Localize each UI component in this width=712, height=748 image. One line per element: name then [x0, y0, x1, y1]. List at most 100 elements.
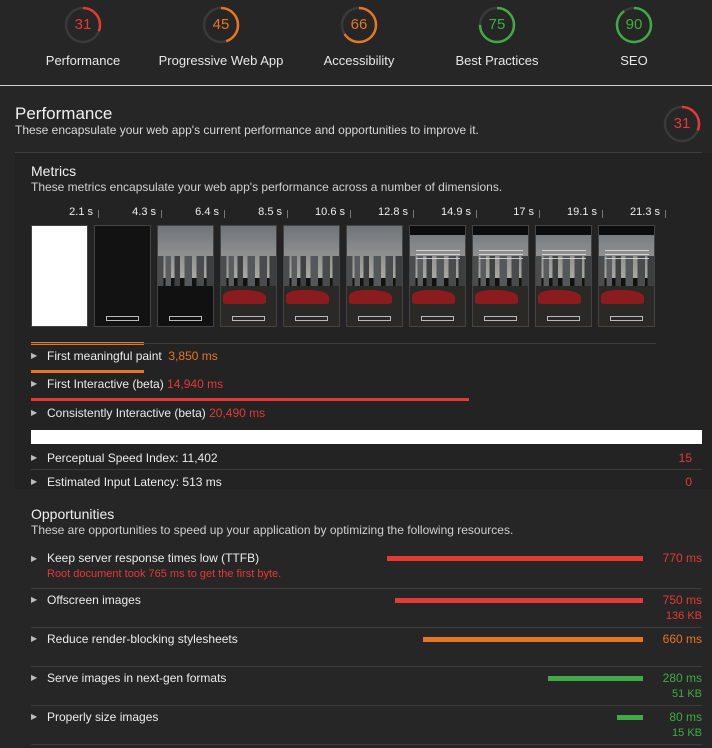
expand-arrow-icon[interactable]: ▶ — [31, 595, 38, 604]
metric-value: 3,850 ms — [168, 349, 218, 363]
score-label: Best Practices — [455, 53, 539, 68]
filmstrip-frame — [31, 225, 88, 327]
gauge-ring-icon — [64, 6, 102, 44]
opportunity-value: 80 ms — [669, 710, 702, 724]
metric-row-fmp[interactable]: ▶ First meaningful paint 3,850 ms — [31, 343, 656, 373]
filmstrip-time: 21.3 s — [630, 206, 660, 218]
score-accessibility[interactable]: 66 Accessibility — [284, 0, 434, 68]
filmstrip-frame — [94, 225, 151, 327]
opportunity-properly-size-images[interactable]: ▶ Properly size images 80 ms 15 KB — [31, 706, 702, 745]
score-seo[interactable]: 90 SEO — [559, 0, 709, 68]
metric-bar — [31, 370, 144, 373]
score-pwa[interactable]: 45 Progressive Web App — [146, 0, 296, 68]
metric-bar — [31, 398, 469, 401]
score-summary-header: 31 Performance 45 Progressive Web App 66… — [0, 0, 712, 86]
filmstrip-frame — [535, 225, 592, 327]
opportunities-description: These are opportunities to speed up your… — [31, 523, 514, 537]
timeline-tick — [287, 210, 288, 218]
expand-arrow-icon[interactable]: ▶ — [31, 634, 38, 643]
metric-label: First Interactive (beta) 14,940 ms — [47, 377, 224, 391]
opportunity-bar — [548, 676, 643, 681]
opportunity-bar — [395, 598, 643, 603]
opportunity-next-gen-formats[interactable]: ▶ Serve images in next-gen formats 280 m… — [31, 667, 702, 706]
opportunity-size: 136 KB — [665, 610, 702, 622]
opportunities-block: Opportunities These are opportunities to… — [15, 497, 712, 748]
score-performance[interactable]: 31 Performance — [8, 0, 158, 68]
gauge-ring-icon — [615, 6, 653, 44]
timeline-tick — [224, 210, 225, 218]
performance-section: Performance These encapsulate your web a… — [0, 86, 712, 748]
opportunity-value: 280 ms — [662, 671, 702, 685]
timeline-tick — [665, 210, 666, 218]
opportunity-note: Root document took 765 ms to get the fir… — [47, 568, 282, 580]
metric-row-consistently-interactive[interactable]: ▶ Consistently Interactive (beta) 20,490… — [31, 401, 656, 430]
section-title: Performance — [15, 104, 113, 123]
filmstrip-time: 8.5 s — [258, 206, 282, 218]
score-value: 75 — [488, 16, 506, 33]
expand-arrow-icon[interactable]: ▶ — [31, 379, 38, 388]
expand-arrow-icon[interactable]: ▶ — [31, 351, 38, 360]
stat-label: Estimated Input Latency: 513 ms — [47, 475, 222, 489]
opportunity-ttfb[interactable]: ▶ Keep server response times low (TTFB) … — [31, 551, 702, 589]
score-value: 66 — [350, 16, 368, 33]
opportunity-label: Reduce render-blocking stylesheets — [47, 632, 238, 646]
filmstrip-frame — [157, 225, 214, 327]
expand-arrow-icon[interactable]: ▶ — [31, 477, 38, 486]
filmstrip-timeline: 2.1 s 4.3 s 6.4 s 8.5 s 10.6 s 12.8 s 14… — [31, 206, 671, 222]
accessibility-gauge: 66 — [339, 5, 379, 45]
filmstrip-frame — [472, 225, 529, 327]
score-label: Accessibility — [323, 53, 395, 68]
score-best-practices[interactable]: 75 Best Practices — [422, 0, 572, 68]
opportunity-label: Properly size images — [47, 710, 159, 724]
timeline-strip — [31, 430, 702, 444]
opportunity-value: 770 ms — [662, 551, 702, 565]
metric-value: 20,490 ms — [209, 406, 266, 420]
filmstrip-frame — [283, 225, 340, 327]
opportunity-offscreen-images[interactable]: ▶ Offscreen images 750 ms 136 KB — [31, 589, 702, 628]
timeline-tick — [413, 210, 414, 218]
timeline-tick — [98, 210, 99, 218]
filmstrip-frame — [346, 225, 403, 327]
filmstrip-time: 19.1 s — [567, 206, 597, 218]
opportunity-label: Serve images in next-gen formats — [47, 671, 227, 685]
opportunity-bar — [617, 715, 643, 720]
filmstrip-frame — [598, 225, 655, 327]
metric-row-first-interactive[interactable]: ▶ First Interactive (beta) 14,940 ms — [31, 372, 656, 401]
filmstrip-frame — [220, 225, 277, 327]
timeline-tick — [539, 210, 540, 218]
expand-arrow-icon[interactable]: ▶ — [31, 554, 38, 563]
filmstrip-time: 10.6 s — [315, 206, 345, 218]
gauge-ring-icon — [663, 105, 701, 143]
opportunity-label: Keep server response times low (TTFB) — [47, 551, 260, 565]
timeline-tick — [476, 210, 477, 218]
expand-arrow-icon[interactable]: ▶ — [31, 453, 38, 462]
score-value: 31 — [673, 115, 691, 132]
stat-row-speed-index[interactable]: ▶ Perceptual Speed Index: 11,402 15 — [31, 444, 702, 469]
metric-label: Consistently Interactive (beta) 20,490 m… — [47, 406, 266, 420]
gauge-ring-icon — [340, 6, 378, 44]
filmstrip-time: 2.1 s — [69, 206, 93, 218]
metrics-block: Metrics These metrics encapsulate your w… — [15, 153, 712, 489]
opportunities-title: Opportunities — [31, 506, 115, 522]
performance-section-gauge: 31 — [662, 104, 702, 144]
score-value: 90 — [625, 16, 643, 33]
filmstrip-time: 12.8 s — [378, 206, 408, 218]
metric-label: First meaningful paint 3,850 ms — [47, 349, 218, 363]
expand-arrow-icon[interactable]: ▶ — [31, 712, 38, 721]
opportunity-value: 660 ms — [662, 632, 702, 646]
metrics-description: These metrics encapsulate your web app's… — [31, 180, 503, 194]
filmstrip-time: 17 s — [513, 206, 534, 218]
expand-arrow-icon[interactable]: ▶ — [31, 673, 38, 682]
opportunity-render-blocking[interactable]: ▶ Reduce render-blocking stylesheets 660… — [31, 628, 702, 667]
gauge-ring-icon — [202, 6, 240, 44]
expand-arrow-icon[interactable]: ▶ — [31, 408, 38, 417]
score-label: SEO — [620, 53, 648, 68]
stat-score: 0 — [685, 475, 692, 489]
performance-gauge: 31 — [63, 5, 103, 45]
stat-label: Perceptual Speed Index: 11,402 — [47, 451, 218, 465]
opportunity-size: 51 KB — [672, 688, 702, 700]
gauge-ring-icon — [478, 6, 516, 44]
filmstrip-frame — [409, 225, 466, 327]
stat-row-input-latency[interactable]: ▶ Estimated Input Latency: 513 ms 0 — [31, 469, 702, 489]
timeline-tick — [602, 210, 603, 218]
